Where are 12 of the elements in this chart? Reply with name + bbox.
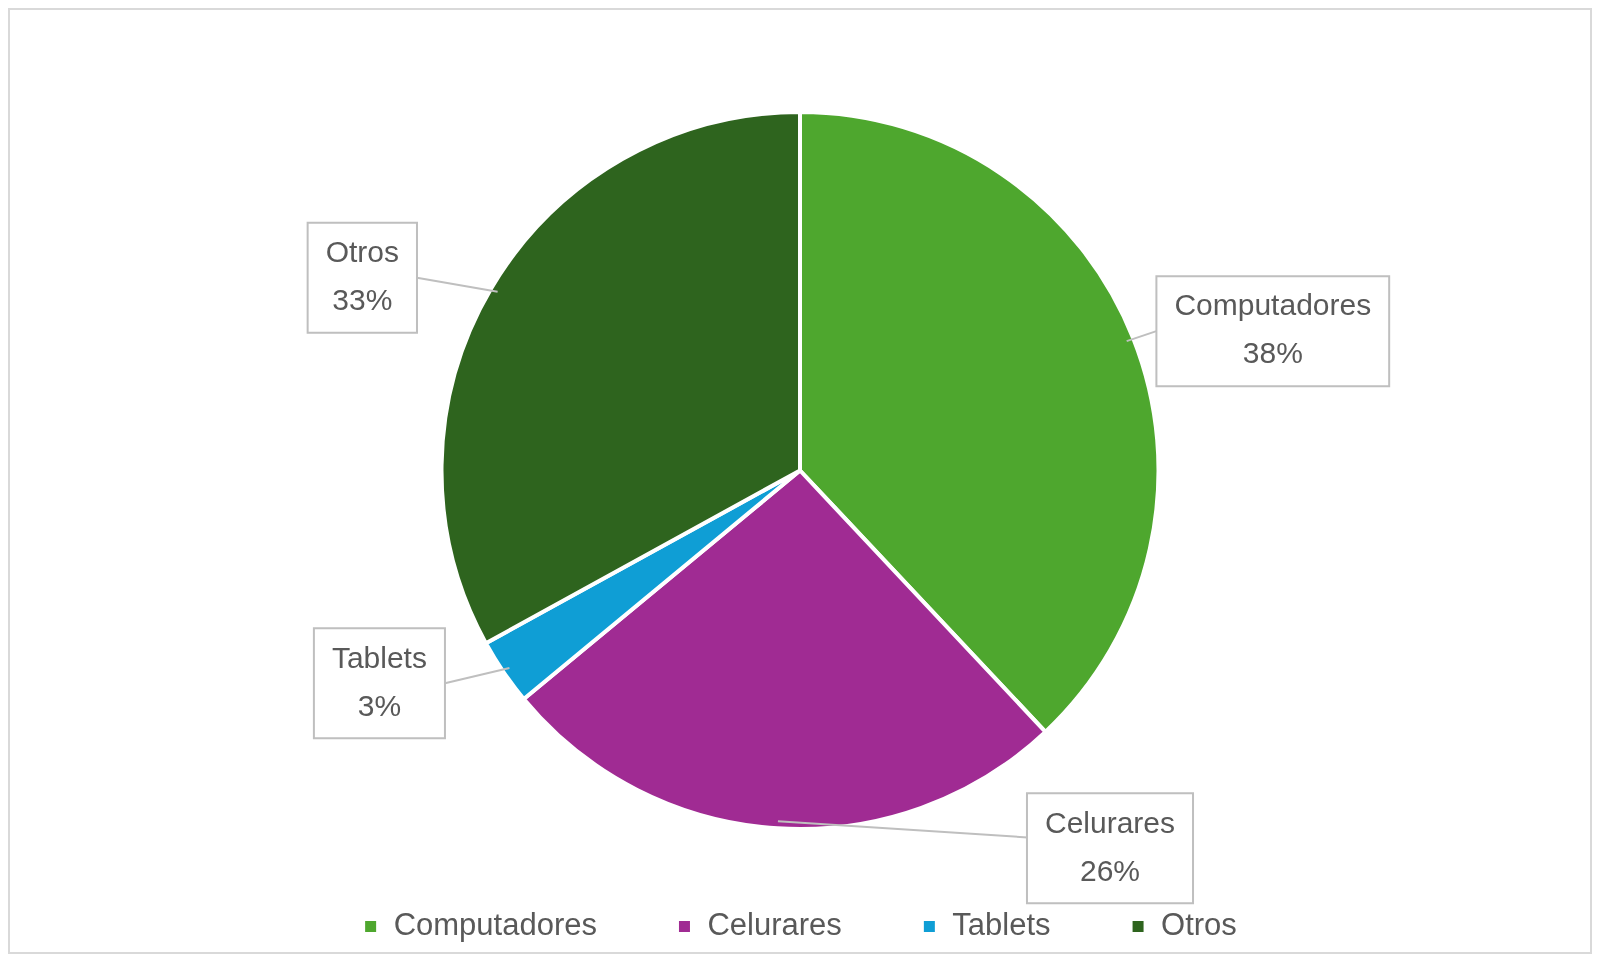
- legend-label: Computadores: [393, 907, 597, 943]
- legend-label: Tablets: [952, 907, 1051, 943]
- slice-label: Tablets: [331, 640, 427, 674]
- legend-label: Otros: [1161, 907, 1237, 943]
- data-label: 38%: [1242, 336, 1303, 370]
- slice-label: Celurares: [1044, 805, 1176, 839]
- slice-label: Computadores: [1174, 288, 1372, 322]
- legend-label: Celurares: [707, 907, 842, 943]
- slice-label: Otros: [325, 235, 399, 269]
- data-label: 26%: [1079, 853, 1141, 887]
- data-label: 33%: [332, 283, 393, 317]
- data-label: 3%: [357, 688, 402, 722]
